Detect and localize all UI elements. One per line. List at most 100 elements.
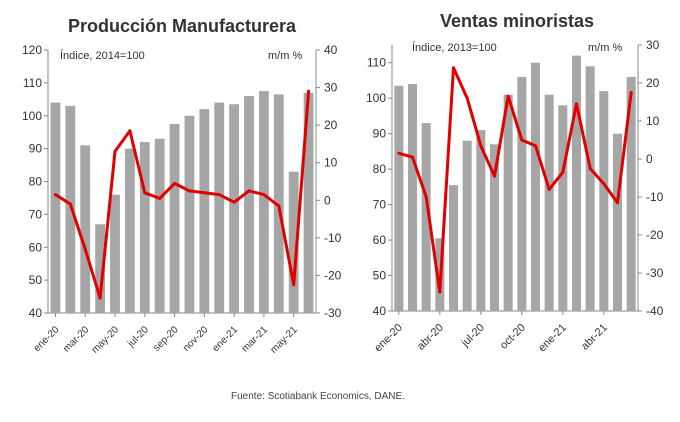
line-point-produccion <box>173 181 177 185</box>
bar-produccion <box>214 102 225 313</box>
bar-ventas <box>476 130 486 311</box>
left-tick-label-produccion: 40 <box>29 306 43 320</box>
line-point-produccion <box>262 193 266 197</box>
left-tick-label-ventas: 50 <box>373 269 387 283</box>
bar-ventas <box>544 94 554 311</box>
x-tick-label-produccion: may-21 <box>268 324 300 356</box>
left-tick-label-produccion: 100 <box>22 109 42 123</box>
bar-ventas <box>599 91 609 312</box>
left-tick-label-produccion: 50 <box>29 273 43 287</box>
bar-produccion <box>199 109 210 313</box>
bar-ventas <box>448 185 459 311</box>
bar-ventas <box>394 85 404 311</box>
line-point-produccion <box>187 189 191 193</box>
line-point-produccion <box>217 193 221 197</box>
x-tick-label-ventas: ene-21 <box>536 322 569 355</box>
x-tick-label-produccion: mar-20 <box>61 324 91 354</box>
line-point-ventas <box>547 187 551 191</box>
left-tick-label-produccion: 80 <box>29 175 43 189</box>
left-tick-label-produccion: 70 <box>29 207 43 221</box>
right-tick-label-ventas: 0 <box>646 152 653 166</box>
right-tick-label-ventas: -10 <box>646 190 664 204</box>
right-tick-label-ventas: 10 <box>646 114 660 128</box>
left-tick-label-ventas: 40 <box>373 304 387 318</box>
line-point-ventas <box>479 144 483 148</box>
bar-produccion <box>110 194 120 313</box>
right-tick-label-produccion: -30 <box>324 306 342 320</box>
line-point-ventas <box>575 102 578 106</box>
line-point-produccion <box>113 149 117 153</box>
x-tick-label-ventas: oct-20 <box>498 322 528 352</box>
right-axis-label-ventas: m/m % <box>588 42 622 54</box>
bar-ventas <box>530 62 541 311</box>
line-point-ventas <box>520 138 524 142</box>
bar-ventas <box>503 94 513 311</box>
x-tick-label-produccion: nov-20 <box>181 324 211 354</box>
right-tick-label-ventas: 30 <box>646 38 660 52</box>
x-tick-label-ventas: ene-20 <box>372 322 405 355</box>
left-tick-label-ventas: 60 <box>373 233 387 247</box>
right-tick-label-produccion: -20 <box>324 268 342 282</box>
bar-ventas <box>462 140 472 311</box>
source-note: Fuente: Scotiabank Economics, DANE. <box>231 391 405 402</box>
bar-produccion <box>184 115 195 313</box>
right-tick-label-produccion: 20 <box>324 118 338 132</box>
bar-ventas <box>407 84 418 311</box>
bar-produccion <box>169 123 180 313</box>
x-tick-label-produccion: ene-21 <box>210 324 240 354</box>
line-point-ventas <box>588 167 592 170</box>
left-tick-label-ventas: 110 <box>367 56 386 70</box>
bar-produccion <box>139 142 150 313</box>
right-tick-label-ventas: 20 <box>646 76 660 90</box>
line-point-ventas <box>452 66 455 70</box>
right-axis-label-produccion: m/m % <box>268 50 302 62</box>
bar-produccion <box>65 105 76 313</box>
x-tick-label-produccion: sep-20 <box>151 324 181 354</box>
line-point-produccion <box>202 191 206 195</box>
bar-produccion <box>273 94 284 313</box>
line-point-produccion <box>128 129 132 133</box>
line-point-ventas <box>616 201 619 205</box>
left-tick-label-produccion: 60 <box>29 240 43 254</box>
left-tick-label-ventas: 100 <box>366 91 386 105</box>
line-point-ventas <box>602 182 606 186</box>
right-tick-label-produccion: 40 <box>324 43 338 57</box>
x-tick-label-produccion: jul-20 <box>125 324 151 350</box>
line-point-ventas <box>411 155 414 159</box>
right-tick-label-produccion: 30 <box>324 81 338 95</box>
x-tick-label-ventas: abr-21 <box>579 322 610 353</box>
line-point-produccion <box>53 193 57 197</box>
bar-ventas <box>421 123 431 311</box>
x-tick-label-produccion: ene-20 <box>32 324 62 354</box>
left-axis-label-ventas: Índice, 2013=100 <box>412 41 497 54</box>
bar-produccion <box>258 91 269 313</box>
left-tick-label-produccion: 120 <box>22 43 42 57</box>
chart-title-produccion: Producción Manufacturera <box>68 16 297 36</box>
bar-ventas <box>558 105 568 311</box>
bar-produccion <box>124 148 135 313</box>
line-point-produccion <box>277 204 281 208</box>
bar-produccion <box>154 138 165 313</box>
line-point-ventas <box>493 174 496 178</box>
bar-produccion <box>95 224 106 313</box>
x-tick-label-ventas: jul-20 <box>459 322 487 350</box>
line-series-ventas <box>397 66 633 294</box>
bar-ventas <box>571 55 582 311</box>
bar-produccion <box>303 92 314 313</box>
right-tick-label-ventas: -40 <box>646 304 664 318</box>
line-point-ventas <box>397 151 401 155</box>
line-point-ventas <box>465 96 469 100</box>
bar-produccion <box>229 104 240 314</box>
line-point-produccion <box>98 296 102 300</box>
line-point-ventas <box>561 170 565 174</box>
line-point-ventas <box>534 144 537 148</box>
left-tick-label-produccion: 90 <box>29 142 43 156</box>
line-point-produccion <box>232 200 236 204</box>
right-tick-label-ventas: -20 <box>646 228 664 242</box>
line-point-ventas <box>629 91 633 94</box>
bar-produccion <box>50 102 61 313</box>
x-tick-label-produccion: may-20 <box>90 324 122 356</box>
right-tick-label-produccion: 0 <box>324 193 331 207</box>
line-point-ventas <box>506 94 510 98</box>
